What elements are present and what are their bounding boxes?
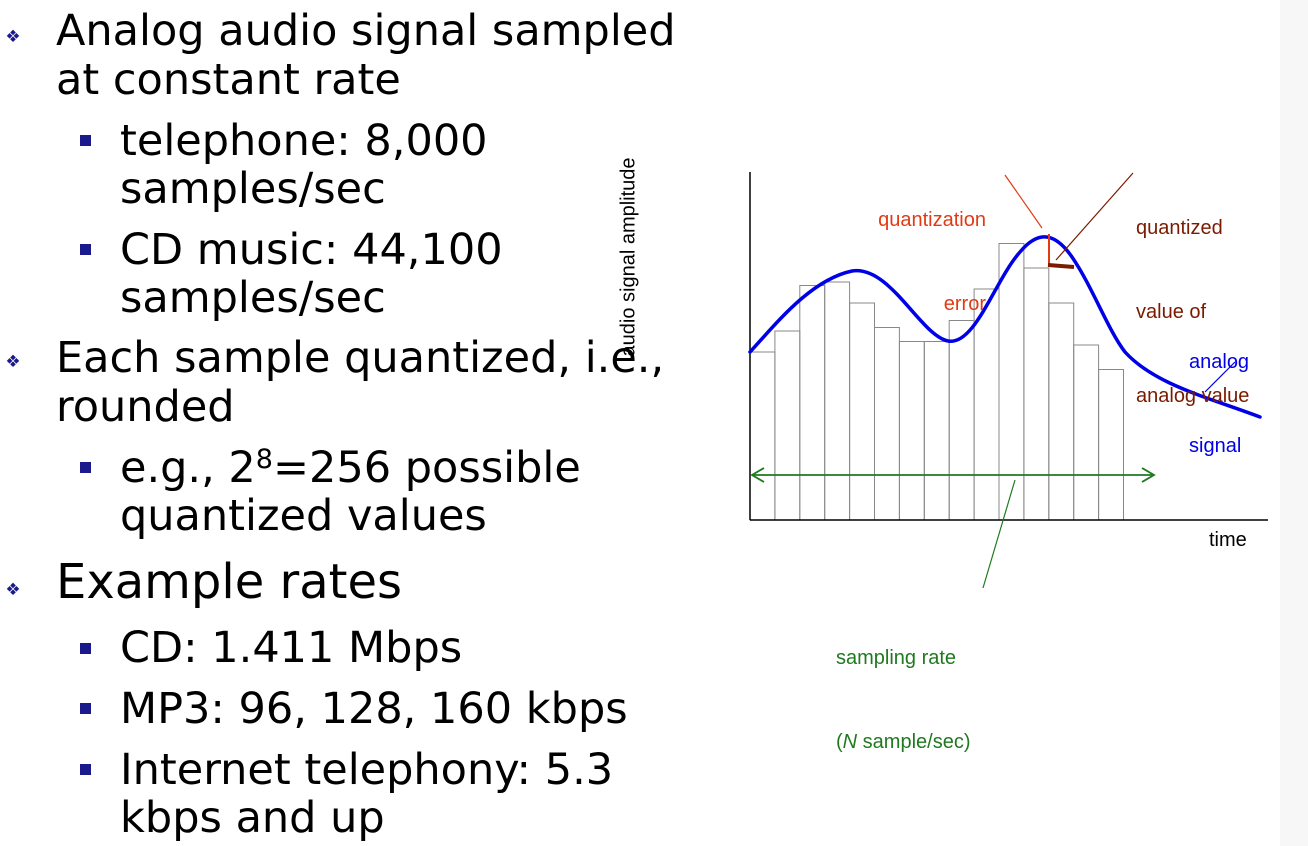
analog-signal-curve [748, 235, 1262, 419]
quantized-sample-bar [824, 281, 851, 521]
sampling-rate-pointer [982, 479, 1016, 589]
quantized-value-label: quantized value of analog value [1136, 217, 1250, 407]
bullet-3a-line-1: CD: 1.411 Mbps [120, 623, 463, 673]
x-axis-label: time [1209, 529, 1247, 551]
diamond-bullet-icon: ❖ [5, 580, 21, 600]
quantized-sample-bar [998, 243, 1025, 521]
sampling-diagram-svg [748, 172, 1268, 589]
quantized-sample-bar [1048, 302, 1075, 521]
bullet-1-line-1: Analog audio signal sampled [56, 6, 676, 56]
diamond-bullet-icon: ❖ [5, 352, 21, 372]
bullet-3b-line-1: MP3: 96, 128, 160 kbps [120, 684, 628, 734]
square-bullet-icon [80, 643, 91, 654]
quantization-error-label: quantization error [878, 209, 986, 315]
bullet-1a-line-2: samples/sec [120, 164, 386, 214]
bullet-1-line-2: at constant rate [56, 55, 401, 105]
diamond-bullet-icon: ❖ [5, 27, 21, 47]
analog-signal-pointer [1204, 361, 1236, 393]
bullet-3c-line-1: Internet telephony: 5.3 [120, 745, 614, 795]
quantized-sample-bar [774, 330, 801, 521]
quantized-value-pointer [1055, 172, 1134, 261]
bullet-1b-line-1: CD music: 44,100 [120, 225, 503, 275]
square-bullet-icon [80, 244, 91, 255]
square-bullet-icon [80, 703, 91, 714]
quantization-error-pointer [1004, 174, 1043, 229]
quantized-sample-bar [1073, 344, 1100, 521]
sampling-diagram: audio signal amplitude time quantization… [617, 140, 1280, 753]
slide-edge [1280, 0, 1308, 846]
square-bullet-icon [80, 764, 91, 775]
quantized-sample-bar [1023, 267, 1050, 521]
sampling-rate-arrow [750, 467, 1156, 483]
sampling-rate-label: sampling rate (N sample/sec) [836, 647, 971, 753]
square-bullet-icon [80, 135, 91, 146]
bullet-3c-line-2: kbps and up [120, 793, 385, 843]
bullet-2-line-2: rounded [56, 382, 235, 432]
bullet-2a-line-1: e.g., 28=256 possible [120, 443, 581, 493]
quantized-sample-bar [1098, 369, 1125, 521]
square-bullet-icon [80, 462, 91, 473]
quantized-sample-bar [749, 351, 776, 521]
quantized-sample-bar [799, 285, 826, 521]
analog-signal-label: analog signal [1189, 351, 1250, 457]
quantized-value-marker [1047, 263, 1075, 269]
bullet-3-line-1: Example rates [56, 554, 403, 610]
bullet-2a-line-2: quantized values [120, 491, 487, 541]
bullet-list: ❖ Analog audio signal sampled at constan… [5, 6, 676, 843]
bullet-1a-line-1: telephone: 8,000 [120, 116, 488, 166]
bullet-1b-line-2: samples/sec [120, 273, 386, 323]
bullet-2-line-1: Each sample quantized, i.e., [56, 333, 665, 383]
y-axis-label: audio signal amplitude [617, 157, 640, 357]
